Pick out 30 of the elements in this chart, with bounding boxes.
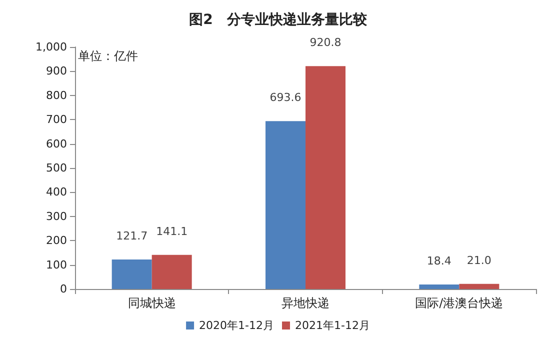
data-label: 141.1 bbox=[156, 224, 188, 238]
legend-label: 2021年1-12月 bbox=[295, 319, 370, 332]
y-tick-label: 700 bbox=[46, 113, 67, 126]
data-label: 920.8 bbox=[310, 36, 342, 50]
y-tick-label: 0 bbox=[60, 282, 67, 296]
y-tick-label: 300 bbox=[46, 210, 67, 223]
legend-label: 2020年1-12月 bbox=[199, 319, 274, 332]
bar bbox=[306, 66, 346, 289]
bar bbox=[112, 260, 152, 289]
x-tick-label: 异地快递 bbox=[282, 296, 330, 310]
y-tick-label: 800 bbox=[46, 88, 67, 102]
y-tick-label: 600 bbox=[46, 137, 67, 150]
y-tick-label: 200 bbox=[46, 234, 67, 248]
data-label: 21.0 bbox=[466, 254, 492, 267]
y-tick-label: 500 bbox=[46, 162, 67, 174]
y-tick-label: 900 bbox=[46, 64, 67, 78]
chart-title: 图2 分专业快递业务量比较 bbox=[189, 11, 368, 28]
y-tick-label: 1,000 bbox=[36, 40, 67, 54]
y-axis-title: 单位：亿件 bbox=[78, 49, 138, 63]
x-tick-label: 同城快递 bbox=[128, 296, 176, 310]
bar bbox=[266, 121, 306, 289]
data-label: 693.6 bbox=[270, 91, 302, 104]
data-label: 121.7 bbox=[116, 230, 148, 243]
y-tick-label: 100 bbox=[46, 258, 67, 272]
x-tick-label: 国际/港澳台快递 bbox=[415, 296, 504, 310]
data-label: 18.4 bbox=[426, 254, 452, 268]
bar bbox=[419, 284, 460, 289]
bar bbox=[152, 254, 192, 289]
bar bbox=[459, 284, 500, 289]
y-tick-label: 400 bbox=[46, 186, 67, 199]
